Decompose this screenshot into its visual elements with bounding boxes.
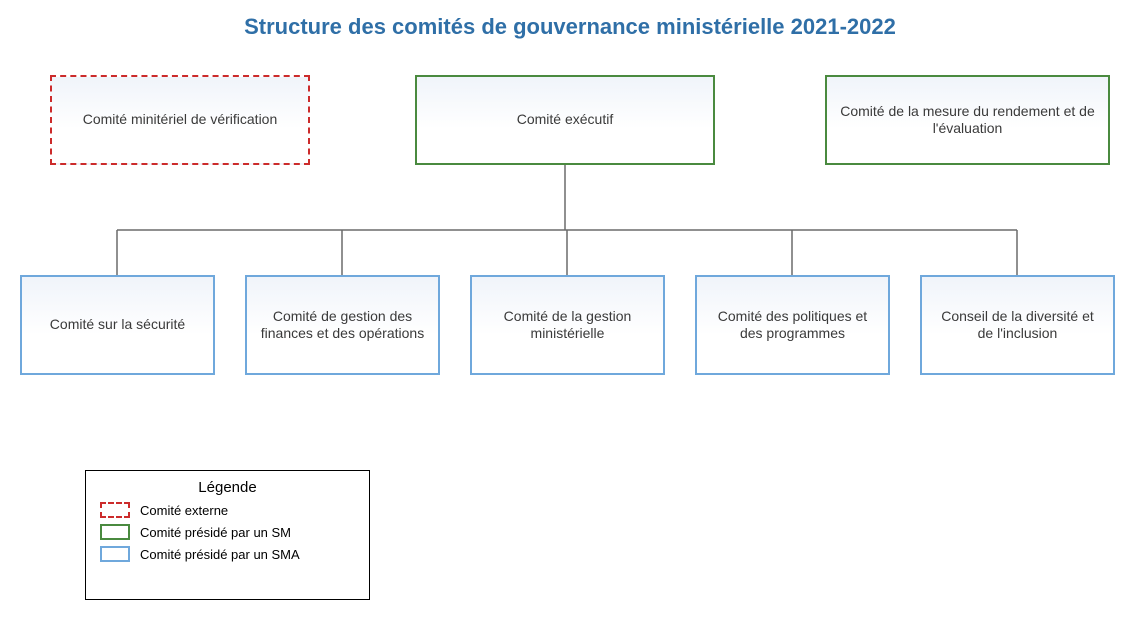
node-politiques: Comité des politiques et des programmes bbox=[695, 275, 890, 375]
node-rendement: Comité de la mesure du rendement et de l… bbox=[825, 75, 1110, 165]
node-finances: Comité de gestion des finances et des op… bbox=[245, 275, 440, 375]
legend-row-sma: Comité présidé par un SMA bbox=[100, 546, 355, 562]
node-securite: Comité sur la sécurité bbox=[20, 275, 215, 375]
legend-row-sm: Comité présidé par un SM bbox=[100, 524, 355, 540]
legend-label-sm: Comité présidé par un SM bbox=[140, 525, 291, 540]
node-finances-label: Comité de gestion des finances et des op… bbox=[257, 308, 428, 343]
legend-label-externe: Comité externe bbox=[140, 503, 228, 518]
diagram-title: Structure des comités de gouvernance min… bbox=[0, 14, 1140, 40]
node-executif-label: Comité exécutif bbox=[517, 111, 613, 129]
node-politiques-label: Comité des politiques et des programmes bbox=[707, 308, 878, 343]
node-executif: Comité exécutif bbox=[415, 75, 715, 165]
legend-swatch-sma bbox=[100, 546, 130, 562]
legend-swatch-sm bbox=[100, 524, 130, 540]
node-diversite: Conseil de la diversité et de l'inclusio… bbox=[920, 275, 1115, 375]
node-gestion-label: Comité de la gestion ministérielle bbox=[482, 308, 653, 343]
legend-title: Légende bbox=[100, 479, 355, 496]
legend-swatch-externe bbox=[100, 502, 130, 518]
node-verification-label: Comité minitériel de vérification bbox=[83, 111, 278, 129]
node-verification: Comité minitériel de vérification bbox=[50, 75, 310, 165]
node-rendement-label: Comité de la mesure du rendement et de l… bbox=[837, 103, 1098, 138]
node-securite-label: Comité sur la sécurité bbox=[50, 316, 185, 334]
node-diversite-label: Conseil de la diversité et de l'inclusio… bbox=[932, 308, 1103, 343]
node-gestion: Comité de la gestion ministérielle bbox=[470, 275, 665, 375]
legend-row-externe: Comité externe bbox=[100, 502, 355, 518]
legend: Légende Comité externe Comité présidé pa… bbox=[85, 470, 370, 600]
legend-label-sma: Comité présidé par un SMA bbox=[140, 547, 300, 562]
